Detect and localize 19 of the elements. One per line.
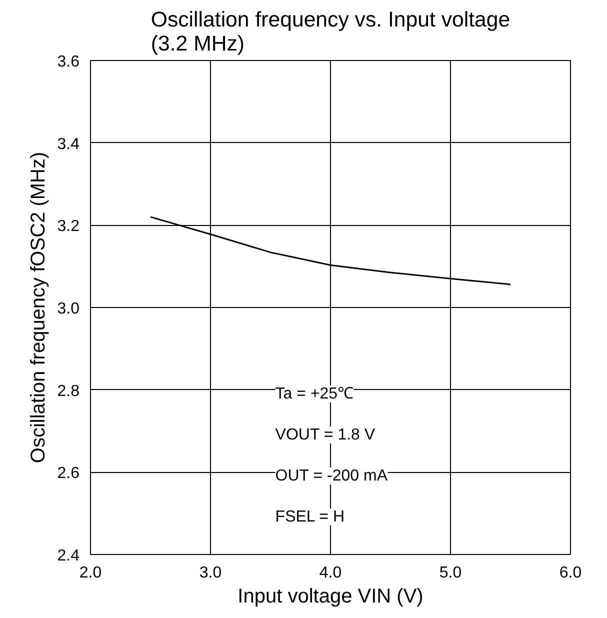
annotation: FSEL = H [275, 508, 345, 526]
annotation: Ta = +25℃ [275, 385, 354, 402]
y-tick-label: 3.0 [57, 300, 80, 318]
y-tick-label: 2.6 [57, 465, 80, 482]
x-tick-label: 6.0 [559, 564, 582, 582]
x-axis-title: Input voltage VIN (V) [238, 586, 424, 608]
annotation: OUT = -200 mA [275, 467, 388, 484]
x-tick-label: 3.0 [199, 564, 222, 582]
annotation: VOUT = 1.8 V [275, 426, 376, 444]
y-tick-label: 3.6 [57, 54, 80, 70]
y-tick-label: 3.4 [57, 136, 80, 153]
y-tick-label: 2.8 [57, 382, 80, 400]
y-tick-label: 2.4 [57, 548, 80, 564]
y-tick-label: 3.2 [57, 218, 80, 236]
x-tick-label: 5.0 [439, 564, 462, 582]
x-tick-label: 2.0 [79, 564, 102, 582]
x-tick-label: 4.0 [319, 564, 342, 582]
chart-title: Oscillation frequency vs. Input voltage (3.2 MHz) [150, 8, 510, 56]
y-axis-title: Oscillation frequency fOSC2 (MHz) [27, 152, 50, 464]
